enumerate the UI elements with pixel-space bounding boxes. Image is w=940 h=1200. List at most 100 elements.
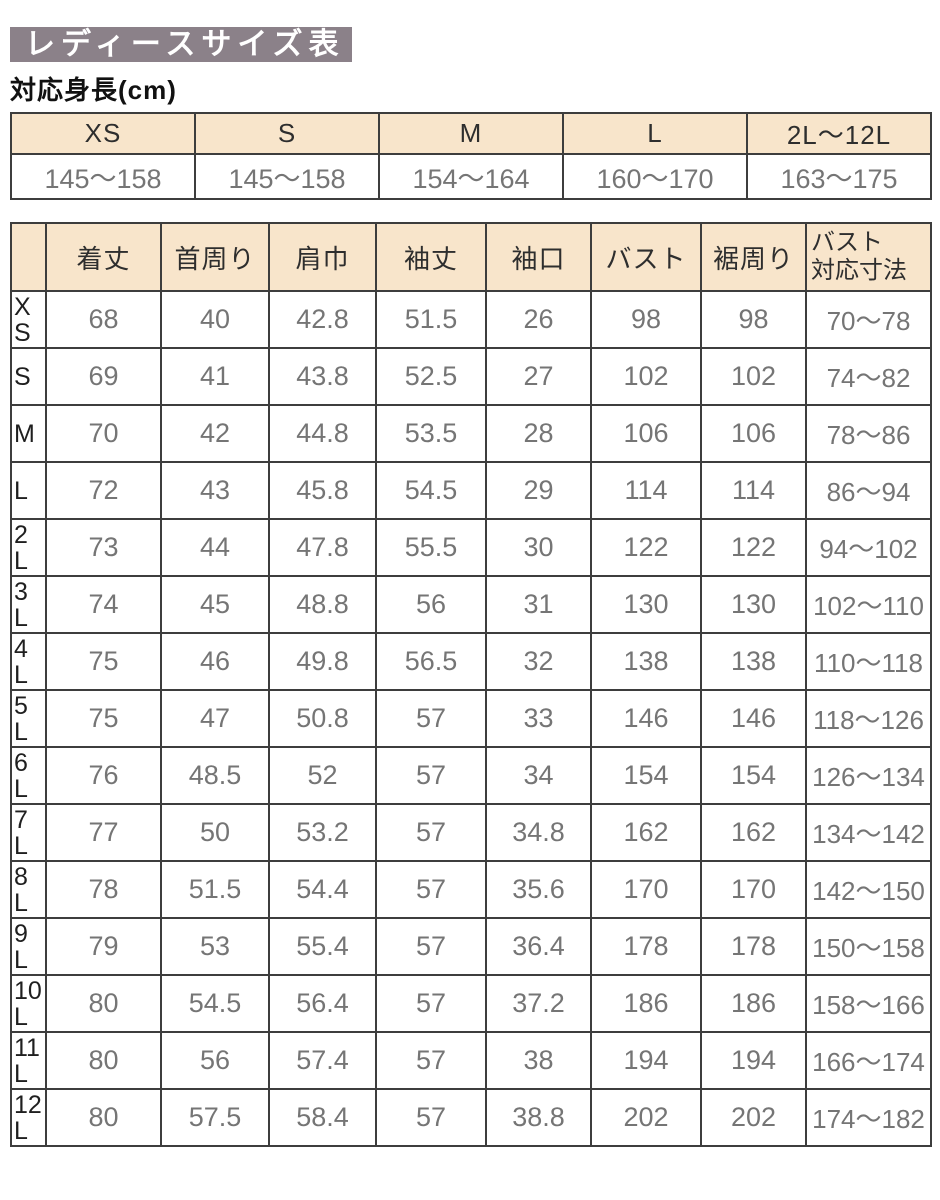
table-row: 6 L 76 48.5 52 57 34 154 154 126〜134 xyxy=(10,746,932,805)
size-value-cell: 53 xyxy=(160,917,270,976)
row-label-line: X xyxy=(14,292,31,321)
size-value-cell: 48.5 xyxy=(160,746,270,805)
size-value-cell: 166〜174 xyxy=(805,1031,932,1090)
size-value-cell: 186 xyxy=(590,974,702,1033)
size-value-cell: 146 xyxy=(700,689,807,748)
size-value-cell: 122 xyxy=(590,518,702,577)
size-value-cell: 38 xyxy=(485,1031,592,1090)
size-value-cell: 57 xyxy=(375,803,487,862)
size-value-cell: 55.5 xyxy=(375,518,487,577)
size-value-cell: 47 xyxy=(160,689,270,748)
table-row: 2 L 73 44 47.8 55.5 30 122 122 94〜102 xyxy=(10,518,932,577)
size-value-cell: 54.4 xyxy=(268,860,377,919)
size-value-cell: 73 xyxy=(45,518,162,577)
size-value-cell: 44 xyxy=(160,518,270,577)
height-range-cell: 154〜164 xyxy=(378,153,564,200)
row-label-line: L xyxy=(14,774,28,803)
size-value-cell: 57 xyxy=(375,974,487,1033)
row-label-line: 5 xyxy=(14,691,28,720)
size-value-cell: 174〜182 xyxy=(805,1088,932,1147)
row-label-line: L xyxy=(14,1116,28,1145)
table-row: M 70 42 44.8 53.5 28 106 106 78〜86 xyxy=(10,404,932,463)
size-value-cell: 202 xyxy=(700,1088,807,1147)
column-header: 裾周り xyxy=(700,222,807,292)
table-row: 4 L 75 46 49.8 56.5 32 138 138 110〜118 xyxy=(10,632,932,691)
row-label-line: L xyxy=(14,476,28,505)
column-header-line: 袖口 xyxy=(511,243,566,274)
size-value-cell: 186 xyxy=(700,974,807,1033)
size-value-cell: 158〜166 xyxy=(805,974,932,1033)
column-header-line: 首周り xyxy=(174,243,256,274)
column-header-line: 袖丈 xyxy=(403,243,458,274)
size-value-cell: 70〜78 xyxy=(805,290,932,349)
row-label-line: 3 xyxy=(14,577,28,606)
size-value-cell: 78 xyxy=(45,860,162,919)
size-value-cell: 74 xyxy=(45,575,162,634)
size-value-cell: 68 xyxy=(45,290,162,349)
size-value-cell: 106 xyxy=(700,404,807,463)
size-value-cell: 98 xyxy=(590,290,702,349)
height-table-header-row: XS S M L 2L〜12L xyxy=(10,112,932,155)
size-value-cell: 56.4 xyxy=(268,974,377,1033)
size-value-cell: 122 xyxy=(700,518,807,577)
size-value-cell: 146 xyxy=(590,689,702,748)
column-header: 肩巾 xyxy=(268,222,377,292)
column-header: 袖口 xyxy=(485,222,592,292)
size-value-cell: 36.4 xyxy=(485,917,592,976)
size-value-cell: 72 xyxy=(45,461,162,520)
size-value-cell: 102〜110 xyxy=(805,575,932,634)
size-value-cell: 170 xyxy=(700,860,807,919)
row-label-line: L xyxy=(14,1002,28,1031)
size-value-cell: 78〜86 xyxy=(805,404,932,463)
size-value-cell: 41 xyxy=(160,347,270,406)
table-row: S 69 41 43.8 52.5 27 102 102 74〜82 xyxy=(10,347,932,406)
size-value-cell: 142〜150 xyxy=(805,860,932,919)
size-value-cell: 110〜118 xyxy=(805,632,932,691)
size-value-cell: 57 xyxy=(375,860,487,919)
row-label-line: 11 xyxy=(14,1033,40,1062)
row-label-line: 6 xyxy=(14,748,28,777)
page-title: レディースサイズ表 xyxy=(10,27,352,62)
height-range-cell: 163〜175 xyxy=(746,153,932,200)
column-header: 首周り xyxy=(160,222,270,292)
row-label-line: L xyxy=(14,546,28,575)
column-header-line: 着丈 xyxy=(76,243,131,274)
size-value-cell: 80 xyxy=(45,1088,162,1147)
row-label: M xyxy=(10,404,47,463)
row-label-line: 12 xyxy=(14,1090,42,1119)
size-value-cell: 50.8 xyxy=(268,689,377,748)
size-value-cell: 75 xyxy=(45,632,162,691)
size-value-cell: 45.8 xyxy=(268,461,377,520)
table-row: 12 L 80 57.5 58.4 57 38.8 202 202 174〜182 xyxy=(10,1088,932,1147)
size-value-cell: 162 xyxy=(700,803,807,862)
column-header-line: バスト xyxy=(605,243,687,274)
size-value-cell: 40 xyxy=(160,290,270,349)
height-size-header: XS xyxy=(10,112,196,155)
corner-cell xyxy=(10,222,47,292)
size-value-cell: 31 xyxy=(485,575,592,634)
table-row: 11 L 80 56 57.4 57 38 194 194 166〜174 xyxy=(10,1031,932,1090)
size-value-cell: 126〜134 xyxy=(805,746,932,805)
size-value-cell: 27 xyxy=(485,347,592,406)
table-row: 3 L 74 45 48.8 56 31 130 130 102〜110 xyxy=(10,575,932,634)
size-value-cell: 98 xyxy=(700,290,807,349)
row-label-line: L xyxy=(14,1059,28,1088)
size-value-cell: 170 xyxy=(590,860,702,919)
row-label-line: L xyxy=(14,945,28,974)
size-value-cell: 202 xyxy=(590,1088,702,1147)
size-value-cell: 56 xyxy=(375,575,487,634)
size-value-cell: 130 xyxy=(700,575,807,634)
height-range-cell: 160〜170 xyxy=(562,153,748,200)
column-header-line: 裾周り xyxy=(712,243,794,274)
row-label: 12 L xyxy=(10,1088,47,1147)
size-value-cell: 138 xyxy=(700,632,807,691)
row-label-line: L xyxy=(14,831,28,860)
row-label-line: M xyxy=(14,419,35,448)
size-value-cell: 43 xyxy=(160,461,270,520)
size-value-cell: 50 xyxy=(160,803,270,862)
